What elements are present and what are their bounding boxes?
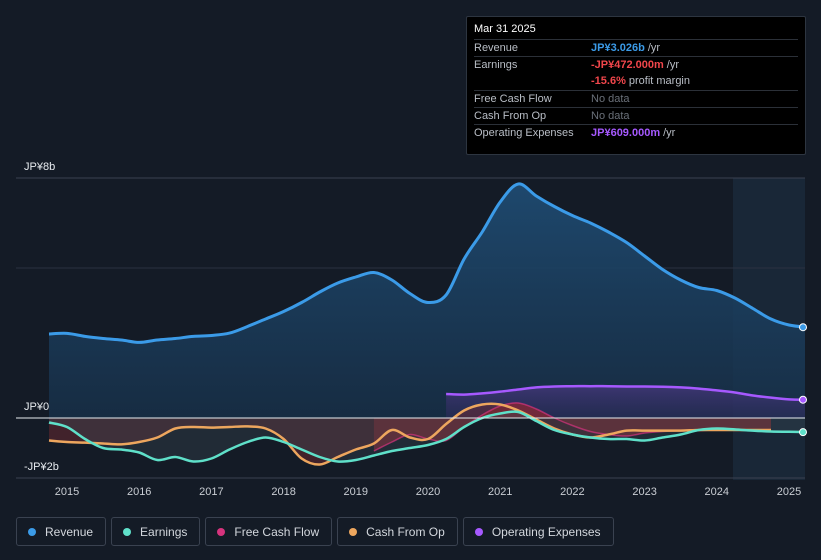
tooltip-label: Revenue: [474, 42, 519, 54]
x-tick-label: 2025: [777, 486, 801, 498]
legend-item-operating-expenses[interactable]: Operating Expenses: [462, 517, 614, 546]
x-tick-label: 2023: [632, 486, 656, 498]
x-tick-label: 2024: [705, 486, 729, 498]
tooltip-row-margin: -15.6% profit margin: [474, 73, 798, 90]
x-tick-label: 2016: [127, 486, 151, 498]
y-tick-label: JP¥0: [24, 401, 49, 413]
legend-item-free-cash-flow[interactable]: Free Cash Flow: [205, 517, 333, 546]
earnings-area: [49, 411, 805, 462]
legend-label: Revenue: [45, 524, 94, 539]
tooltip-label: Earnings: [474, 59, 518, 71]
legend-dot-icon: [217, 527, 226, 536]
tooltip-label: Free Cash Flow: [474, 93, 552, 105]
tooltip-row-fcf: Free Cash Flow No data: [474, 90, 798, 107]
legend-label: Earnings: [140, 524, 188, 539]
tooltip-unit: /yr: [647, 42, 661, 54]
tooltip-panel: Mar 31 2025 Revenue JP¥3.026b /yr Earnin…: [466, 16, 806, 155]
tooltip-value: JP¥3.026b: [591, 42, 645, 54]
tooltip-unit: profit margin: [628, 75, 690, 87]
legend-dot-icon: [123, 527, 132, 536]
tooltip-value: -JP¥472.000m: [591, 59, 664, 71]
y-tick-label: -JP¥2b: [24, 461, 59, 473]
revenue-line: [48, 182, 805, 344]
legend-label: Operating Expenses: [491, 524, 601, 539]
tooltip-value: -15.6%: [591, 75, 626, 87]
legend-label: Cash From Op: [366, 524, 445, 539]
x-tick-label: 2015: [55, 486, 79, 498]
x-tick-label: 2017: [199, 486, 223, 498]
y-tick-label: JP¥8b: [24, 161, 55, 173]
revenue-area: [49, 183, 805, 418]
tooltip-date: Mar 31 2025: [474, 23, 536, 35]
tooltip-label: Operating Expenses: [474, 127, 574, 139]
chart: JP¥8b JP¥0 -JP¥2b 2015 2016 2017 2018 2019 2020 2…: [16, 161, 807, 498]
tooltip-row-earnings: Earnings -JP¥472.000m /yr: [474, 56, 798, 73]
x-tick-label: 2018: [271, 486, 295, 498]
tooltip-value: No data: [591, 110, 630, 122]
earnings-line: [48, 410, 805, 463]
legend-label: Free Cash Flow: [234, 524, 320, 539]
revenue-end-marker: [799, 323, 807, 332]
legend-item-revenue[interactable]: Revenue: [16, 517, 107, 546]
operating-expenses-end-marker: [799, 395, 807, 404]
legend-item-earnings[interactable]: Earnings: [111, 517, 201, 546]
legend-dot-icon: [474, 527, 483, 536]
cash-from-op-line: [48, 402, 771, 466]
earnings-end-marker: [799, 428, 807, 437]
tooltip-row-revenue: Revenue JP¥3.026b /yr: [474, 39, 798, 56]
legend-dot-icon: [349, 527, 358, 536]
legend: Revenue Earnings Free Cash Flow Cash Fro…: [16, 517, 614, 546]
tooltip-unit: /yr: [666, 59, 680, 71]
legend-item-cash-from-op[interactable]: Cash From Op: [337, 517, 458, 546]
tooltip-label: Cash From Op: [474, 110, 547, 122]
x-tick-label: 2021: [488, 486, 512, 498]
x-tick-label: 2019: [344, 486, 368, 498]
x-tick-label: 2020: [416, 486, 440, 498]
tooltip-row-opex: Operating Expenses JP¥609.000m /yr: [474, 124, 798, 141]
legend-dot-icon: [28, 527, 36, 536]
tooltip-unit: /yr: [663, 127, 676, 139]
operating-expenses-line: [446, 384, 805, 401]
tooltip-value: JP¥609.000m: [591, 127, 661, 139]
x-tick-label: 2022: [560, 486, 584, 498]
tooltip-value: No data: [591, 93, 630, 105]
tooltip-row-cfo: Cash From Op No data: [474, 107, 798, 124]
tooltip-label: [474, 73, 591, 90]
